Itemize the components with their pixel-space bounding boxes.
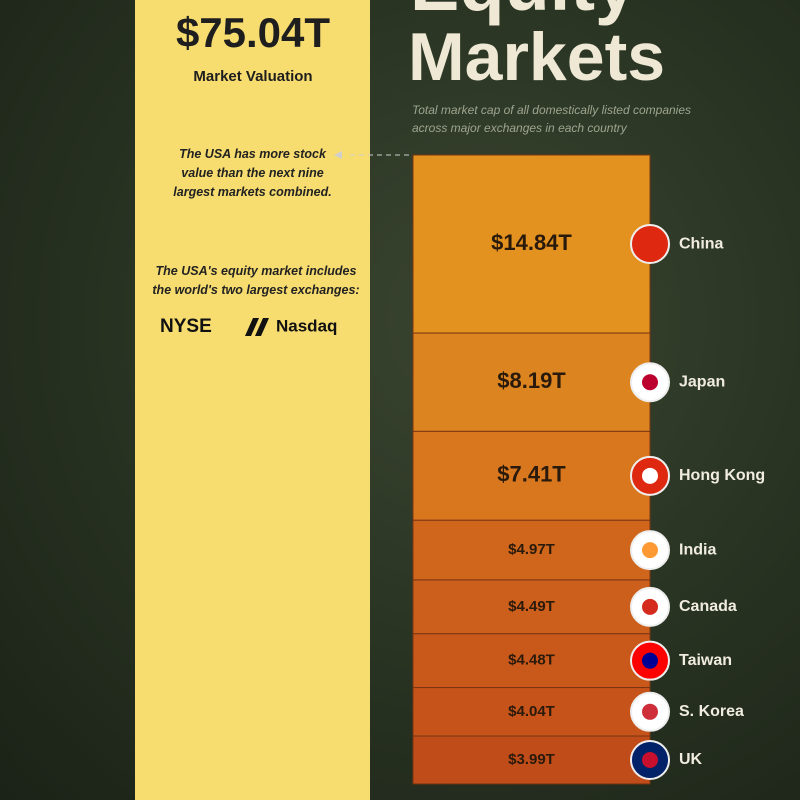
exchange-logo: NYSE (160, 316, 212, 337)
value-label: $4.97T (508, 541, 555, 558)
country-label: Hong Kong (679, 467, 765, 484)
country-label: S. Korea (679, 703, 744, 720)
annotation: The USA has more stock value than the ne… (173, 147, 332, 199)
usa-bar (135, 0, 370, 800)
flag-detail (642, 374, 658, 391)
flag-detail (642, 652, 658, 669)
flag-detail (642, 598, 658, 615)
segment (412, 579, 651, 635)
title-line: Markets (408, 19, 665, 95)
value-label: $4.49T (508, 598, 555, 615)
segment (412, 519, 651, 581)
segment (412, 430, 651, 521)
segment (412, 332, 651, 432)
usa-value: $75.04T (176, 9, 330, 56)
subtitle: Total market cap of all domestically lis… (412, 103, 692, 135)
exchange-logo: Nasdaq (276, 316, 337, 335)
flag-detail (642, 542, 658, 559)
flag-detail (642, 751, 658, 768)
country-label: Taiwan (679, 652, 732, 669)
country-label: Canada (679, 598, 737, 615)
value-label: $8.19T (497, 368, 566, 393)
country-label: Japan (679, 373, 725, 390)
segment (412, 633, 651, 689)
segment (412, 687, 651, 737)
flag-detail (642, 467, 658, 484)
title-line: Equity (410, 0, 636, 26)
annotation: The USA's equity market includes the wor… (152, 264, 360, 297)
value-label: $4.04T (508, 703, 555, 720)
flag-detail (642, 703, 658, 720)
usa-label: Market Valuation (193, 68, 312, 85)
country-label: India (679, 541, 716, 558)
value-label: $4.48T (508, 652, 555, 669)
value-label: $14.84T (491, 230, 572, 255)
country-label: UK (679, 751, 703, 768)
segment (412, 154, 651, 334)
country-label: China (679, 235, 724, 252)
value-label: $7.41T (497, 462, 566, 487)
value-label: $3.99T (508, 751, 555, 768)
nasdaq-icon (245, 318, 269, 336)
flag (630, 224, 670, 265)
pointer-arrow (334, 151, 342, 159)
